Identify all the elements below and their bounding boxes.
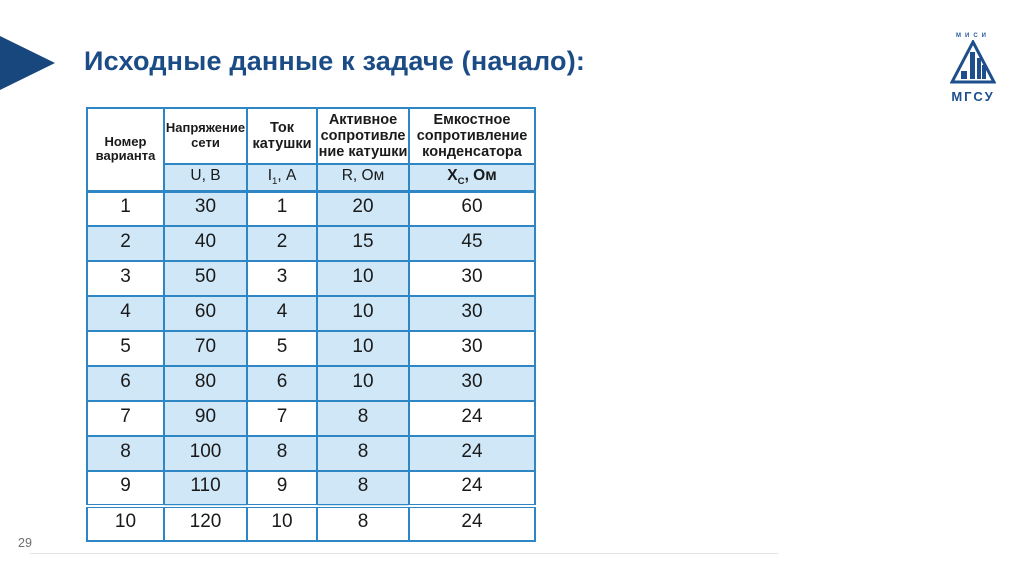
variant-cell: 3 [86, 260, 165, 297]
variant-cell: 2 [86, 225, 165, 262]
column-header-current: Ток катушки [246, 107, 318, 165]
variant-cell: 10 [86, 504, 165, 542]
value-cell: 30 [408, 330, 536, 367]
value-cell: 20 [316, 190, 410, 227]
unit-resistance: R, Ом [316, 163, 410, 193]
unit-current: I1, А [246, 163, 318, 193]
table-row: 1 30 1 20 60 [86, 190, 536, 227]
column-header-variant: Номер варианта [86, 107, 165, 193]
value-cell: 30 [408, 260, 536, 297]
table-row: 4 60 4 10 30 [86, 295, 536, 332]
value-cell: 30 [408, 295, 536, 332]
value-cell: 80 [163, 365, 248, 402]
value-cell: 3 [246, 260, 318, 297]
value-cell: 100 [163, 435, 248, 472]
unit-voltage: U, В [163, 163, 248, 193]
unit-capacitive-reactance: XC, Ом [408, 163, 536, 193]
table-header-units-row: U, В I1, А R, Ом XC, Ом [87, 163, 536, 193]
value-cell: 8 [316, 504, 410, 542]
value-cell: 8 [316, 470, 410, 507]
mgsu-logo: МИСИ МГСУ [943, 33, 1003, 104]
value-cell: 90 [163, 400, 248, 437]
variant-cell: 5 [86, 330, 165, 367]
arrow-decoration-icon [0, 36, 55, 90]
value-cell: 50 [163, 260, 248, 297]
table-row: 8 100 8 8 24 [86, 435, 536, 472]
table-row: 9 110 9 8 24 [86, 470, 536, 507]
table-row: 2 40 2 15 45 [86, 225, 536, 262]
value-cell: 8 [246, 435, 318, 472]
variant-cell: 9 [86, 470, 165, 507]
value-cell: 70 [163, 330, 248, 367]
footer-divider [30, 553, 778, 554]
logo-top-text: МИСИ [956, 33, 990, 39]
column-header-resistance: Активное сопротивле ние катушки [316, 107, 410, 165]
table-row: 6 80 6 10 30 [86, 365, 536, 402]
value-cell: 8 [316, 435, 410, 472]
value-cell: 8 [316, 400, 410, 437]
column-header-capacitive-reactance: Емкостное сопротивление конденсатора [408, 107, 536, 165]
value-cell: 10 [316, 295, 410, 332]
logo-bottom-text: МГСУ [951, 89, 995, 104]
value-cell: 30 [163, 190, 248, 227]
value-cell: 45 [408, 225, 536, 262]
value-cell: 15 [316, 225, 410, 262]
column-header-voltage: Напряжение сети [163, 107, 248, 165]
table-header-titles-row: Номер варианта Напряжение сети Ток катуш… [86, 107, 536, 193]
table-row: 5 70 5 10 30 [86, 330, 536, 367]
page-number: 29 [18, 536, 32, 550]
variant-cell: 7 [86, 400, 165, 437]
value-cell: 10 [316, 260, 410, 297]
value-cell: 110 [163, 470, 248, 507]
table-row: 10 120 10 8 24 [86, 504, 536, 542]
value-cell: 9 [246, 470, 318, 507]
value-cell: 60 [408, 190, 536, 227]
value-cell: 5 [246, 330, 318, 367]
value-cell: 6 [246, 365, 318, 402]
value-cell: 10 [246, 504, 318, 542]
value-cell: 24 [408, 400, 536, 437]
page-title: Исходные данные к задаче (начало): [84, 46, 586, 76]
variant-cell: 1 [86, 190, 165, 227]
table-row: 3 50 3 10 30 [86, 260, 536, 297]
value-cell: 7 [246, 400, 318, 437]
value-cell: 24 [408, 435, 536, 472]
value-cell: 30 [408, 365, 536, 402]
value-cell: 4 [246, 295, 318, 332]
value-cell: 60 [163, 295, 248, 332]
value-cell: 1 [246, 190, 318, 227]
table-row: 7 90 7 8 24 [86, 400, 536, 437]
data-table: Номер варианта Напряжение сети Ток катуш… [86, 107, 536, 542]
value-cell: 120 [163, 504, 248, 542]
value-cell: 10 [316, 330, 410, 367]
table-body: 1 30 1 20 60 2 40 2 15 45 3 50 3 10 30 4 60 4 10 30 5 70 5 10 30… [86, 190, 536, 542]
value-cell: 24 [408, 470, 536, 507]
value-cell: 10 [316, 365, 410, 402]
variant-cell: 6 [86, 365, 165, 402]
variant-cell: 4 [86, 295, 165, 332]
value-cell: 40 [163, 225, 248, 262]
building-triangle-icon [949, 38, 997, 84]
variant-cell: 8 [86, 435, 165, 472]
value-cell: 2 [246, 225, 318, 262]
value-cell: 24 [408, 504, 536, 542]
